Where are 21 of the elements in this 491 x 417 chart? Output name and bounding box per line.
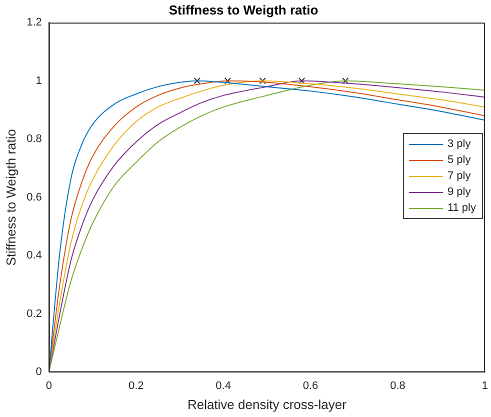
y-tick-label: 0.4 [26,250,42,262]
legend-label: 5 ply [447,153,471,168]
legend-label: 9 ply [447,185,471,200]
x-axis-title: Relative density cross-layer [187,396,348,412]
y-tick-label: 0.2 [26,308,42,320]
x-tick-label: 1 [482,380,488,392]
y-tick-label: 1.2 [26,16,42,29]
y-tick-label: 0.8 [26,133,42,146]
chart-title: Stiffness to Weigth ratio [168,2,318,18]
legend-label: 3 ply [447,137,471,152]
y-axis-title: Stiffness to Weigth ratio [3,128,18,266]
legend-label: 7 ply [447,169,471,184]
y-tick-label: 0.6 [26,191,42,204]
x-tick-label: 0.2 [128,380,144,392]
x-tick-label: 0.8 [390,380,406,392]
x-tick-label: 0 [46,380,52,392]
y-tick-label: 1 [36,74,42,87]
x-tick-label: 0.6 [302,380,318,392]
x-tick-label: 0.4 [216,380,231,392]
legend-label: 11 ply [447,201,476,216]
y-tick-label: 0 [36,366,42,378]
